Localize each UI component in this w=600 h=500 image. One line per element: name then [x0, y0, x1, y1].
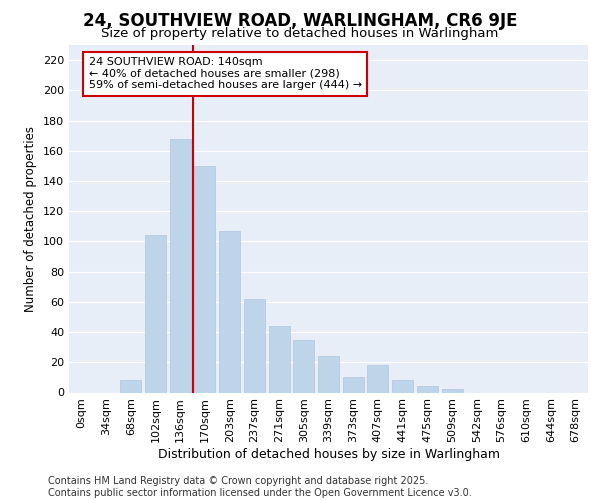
Bar: [417, 386, 438, 392]
Bar: [318, 356, 339, 393]
Y-axis label: Number of detached properties: Number of detached properties: [25, 126, 37, 312]
Bar: [120, 380, 141, 392]
X-axis label: Distribution of detached houses by size in Warlingham: Distribution of detached houses by size …: [157, 448, 499, 461]
Bar: [145, 236, 166, 392]
Bar: [194, 166, 215, 392]
Bar: [442, 390, 463, 392]
Bar: [293, 340, 314, 392]
Bar: [392, 380, 413, 392]
Bar: [269, 326, 290, 392]
Bar: [367, 366, 388, 392]
Bar: [343, 378, 364, 392]
Bar: [219, 231, 240, 392]
Text: 24, SOUTHVIEW ROAD, WARLINGHAM, CR6 9JE: 24, SOUTHVIEW ROAD, WARLINGHAM, CR6 9JE: [83, 12, 517, 30]
Bar: [170, 138, 191, 392]
Text: Contains HM Land Registry data © Crown copyright and database right 2025.
Contai: Contains HM Land Registry data © Crown c…: [48, 476, 472, 498]
Text: 24 SOUTHVIEW ROAD: 140sqm
← 40% of detached houses are smaller (298)
59% of semi: 24 SOUTHVIEW ROAD: 140sqm ← 40% of detac…: [89, 57, 362, 90]
Text: Size of property relative to detached houses in Warlingham: Size of property relative to detached ho…: [101, 28, 499, 40]
Bar: [244, 299, 265, 392]
